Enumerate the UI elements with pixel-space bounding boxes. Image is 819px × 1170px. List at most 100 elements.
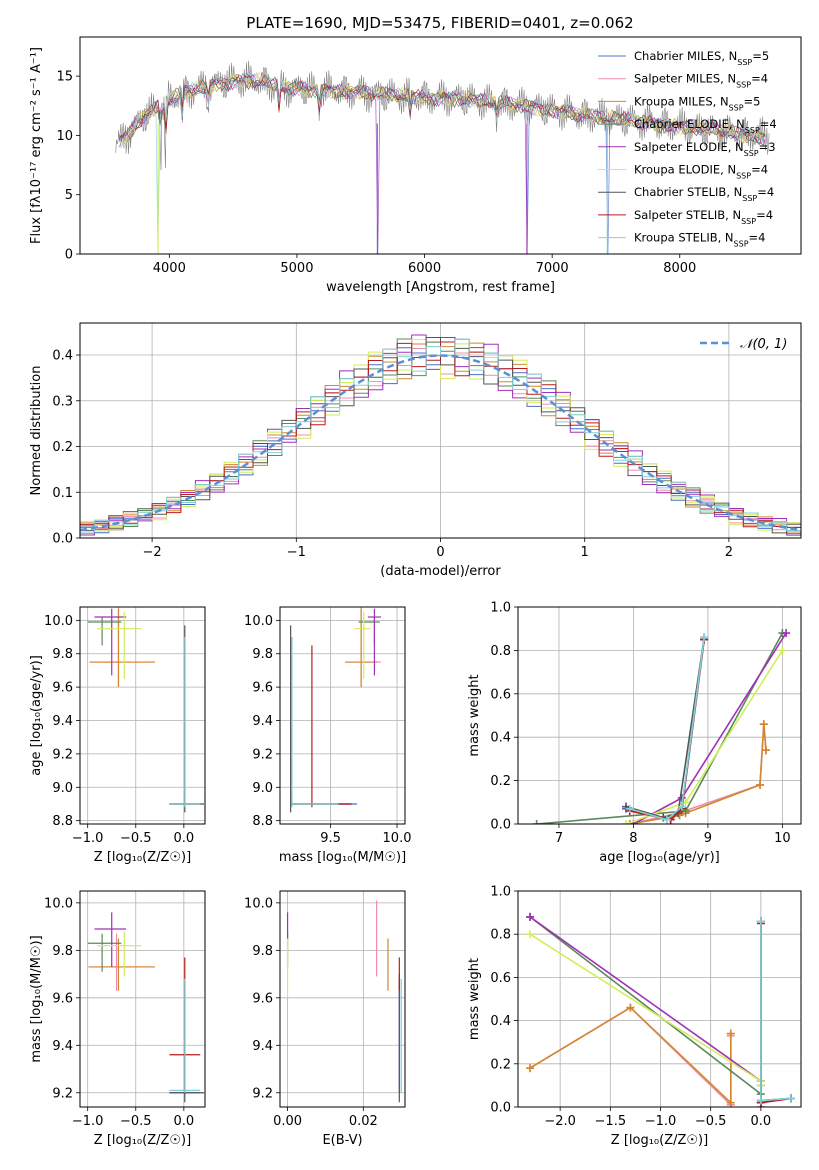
y-tick-label: 10.0 bbox=[44, 896, 73, 911]
plot-area-residual_hist bbox=[80, 334, 801, 536]
weight-line-kroupa-miles bbox=[529, 1006, 732, 1105]
x-tick-label: 1 bbox=[581, 545, 589, 560]
y-axis-label: Normed distribution bbox=[29, 366, 44, 496]
plot-area-mass_vs_ebv bbox=[286, 900, 402, 1103]
y-tick-label: 0.6 bbox=[490, 971, 511, 986]
panel-mass_vs_ebv: 0.00 0.02 9.2 9.4 9.6 9.8 10.0 E(B-V) bbox=[244, 890, 406, 1148]
legend-value: =4 bbox=[751, 163, 768, 177]
weight-point-kroupa-stelib bbox=[625, 804, 634, 813]
legend-value: =4 bbox=[749, 231, 766, 245]
y-tick-label: 9.8 bbox=[252, 647, 273, 662]
y-tick-label: 9.6 bbox=[52, 681, 73, 696]
legend-subscript: SSP bbox=[741, 216, 756, 225]
y-tick-label: 0.1 bbox=[52, 486, 73, 501]
weight-line-chabrier-elodie bbox=[536, 632, 784, 824]
y-tick-label: 0.4 bbox=[490, 731, 511, 746]
x-axis-label: E(B-V) bbox=[322, 1133, 362, 1148]
panel-spectrum: 4000 5000 6000 7000 8000 0 5 10 15 wavelength [An… bbox=[29, 36, 802, 295]
x-tick-label: −1.0 bbox=[72, 1114, 104, 1129]
y-tick-label: 9.2 bbox=[252, 1086, 273, 1101]
legend-label: 𝒩(0, 1) bbox=[740, 337, 787, 352]
y-tick-label: 9.4 bbox=[252, 1039, 273, 1054]
y-tick-label: 9.8 bbox=[252, 944, 273, 959]
x-tick-label: 2 bbox=[725, 545, 733, 560]
x-axis-label: Z [log₁₀(Z/Z☉)] bbox=[94, 1133, 191, 1148]
x-tick-label: −0.5 bbox=[120, 1114, 152, 1129]
weight-point-kroupa-elodie bbox=[526, 930, 535, 939]
x-tick-label: 8 bbox=[629, 831, 637, 846]
x-tick-label: 7000 bbox=[536, 261, 569, 276]
x-tick-label: −1.5 bbox=[595, 1114, 627, 1129]
weight-line-salpeter-elodie bbox=[529, 916, 762, 1107]
plot-area-weight_vs_age bbox=[532, 629, 791, 824]
legend-value: =5 bbox=[752, 49, 769, 63]
y-tick-label: 9.6 bbox=[252, 681, 273, 696]
panel-age_vs_Z: −1.0 −0.5 0.0 8.8 9.0 9.2 9.4 9.6 9.8 10.0 Z [log₁… bbox=[29, 606, 206, 865]
y-tick-label: 8.8 bbox=[252, 814, 273, 829]
y-tick-label: 5 bbox=[65, 188, 73, 203]
weight-point-kroupa-miles bbox=[726, 1029, 735, 1038]
y-axis-label: age [log₁₀(age/yr)] bbox=[29, 655, 44, 776]
weight-point-kroupa-miles bbox=[761, 746, 770, 755]
x-axis-label: age [log₁₀(age/yr)] bbox=[599, 850, 720, 865]
x-tick-label: 7 bbox=[555, 831, 563, 846]
x-tick-label: −1.0 bbox=[645, 1114, 677, 1129]
x-tick-label: 10.0 bbox=[383, 831, 412, 846]
y-tick-label: 0.4 bbox=[490, 1014, 511, 1029]
y-tick-label: 0.0 bbox=[490, 1101, 511, 1116]
axes-frame bbox=[517, 890, 802, 1108]
y-tick-label: 15 bbox=[56, 70, 73, 85]
weight-point-kroupa-stelib bbox=[677, 802, 686, 811]
panel-age_vs_mass: 9.5 10.0 8.8 9.0 9.2 9.4 9.6 9.8 10.0 mass [log₁₀… bbox=[244, 606, 412, 865]
panel-weight_vs_Z: −2.0 −1.5 −1.0 −0.5 0.0 0.0 0.2 0.4 0.6 0.8 1.0 Z [… bbox=[467, 885, 802, 1148]
y-tick-label: 10.0 bbox=[244, 614, 273, 629]
x-tick-label: 0.00 bbox=[273, 1114, 302, 1129]
weight-line-salpeter-stelib bbox=[629, 639, 705, 821]
y-tick-label: 1.0 bbox=[490, 885, 511, 900]
legend-label: Chabrier STELIB, NSSP=4 bbox=[634, 185, 774, 203]
weight-point-salpeter-elodie bbox=[782, 629, 791, 638]
x-tick-label: 4000 bbox=[153, 261, 186, 276]
y-tick-label: 0.6 bbox=[490, 687, 511, 702]
y-tick-label: 0.2 bbox=[490, 774, 511, 789]
weight-line-chabrier-miles bbox=[760, 921, 792, 1104]
axes-frame bbox=[79, 890, 206, 1108]
y-tick-label: 9.2 bbox=[52, 1086, 73, 1101]
y-tick-label: 0.0 bbox=[490, 818, 511, 833]
plot-area-mass_vs_Z bbox=[87, 912, 205, 1103]
model-line-salpeter-stelib bbox=[119, 75, 766, 146]
y-tick-label: 9.4 bbox=[52, 714, 73, 729]
y-tick-label: 9.4 bbox=[52, 1039, 73, 1054]
legend-subscript: SSP bbox=[737, 58, 752, 67]
x-tick-label: −0.5 bbox=[120, 831, 152, 846]
model-line-kroupa-elodie bbox=[119, 71, 766, 146]
y-tick-label: 0 bbox=[65, 248, 73, 263]
figure-title: PLATE=1690, MJD=53475, FIBERID=0401, z=0… bbox=[246, 14, 633, 32]
y-tick-label: 10 bbox=[56, 129, 73, 144]
x-tick-label: −1 bbox=[287, 545, 306, 560]
y-tick-label: 9.8 bbox=[52, 944, 73, 959]
gaussian-curve bbox=[80, 354, 801, 532]
weight-point-kroupa-stelib bbox=[756, 917, 765, 926]
weight-point-salpeter-elodie bbox=[526, 912, 535, 921]
weight-line-chabrier-stelib bbox=[760, 921, 792, 1102]
x-tick-label: 0.0 bbox=[174, 1114, 195, 1129]
weight-line-kroupa-stelib bbox=[629, 637, 705, 821]
x-tick-label: 0 bbox=[436, 545, 444, 560]
weight-point-kroupa-miles bbox=[626, 1003, 635, 1012]
y-tick-label: 10.0 bbox=[44, 614, 73, 629]
x-axis-label: mass [log₁₀(M/M☉)] bbox=[279, 850, 406, 865]
weight-line-kroupa-elodie bbox=[529, 933, 762, 1086]
x-axis-label: (data-model)/error bbox=[380, 564, 501, 579]
weight-point-kroupa-stelib bbox=[786, 1094, 795, 1103]
y-tick-label: 0.2 bbox=[490, 1057, 511, 1072]
legend-value: =5 bbox=[744, 94, 761, 108]
x-tick-label: 10 bbox=[774, 831, 791, 846]
weight-point-kroupa-miles bbox=[625, 820, 634, 824]
legend-value: =4 bbox=[760, 117, 777, 131]
x-tick-label: −0.5 bbox=[695, 1114, 727, 1129]
weight-point-kroupa-stelib bbox=[700, 633, 709, 642]
y-tick-label: 9.0 bbox=[252, 781, 273, 796]
